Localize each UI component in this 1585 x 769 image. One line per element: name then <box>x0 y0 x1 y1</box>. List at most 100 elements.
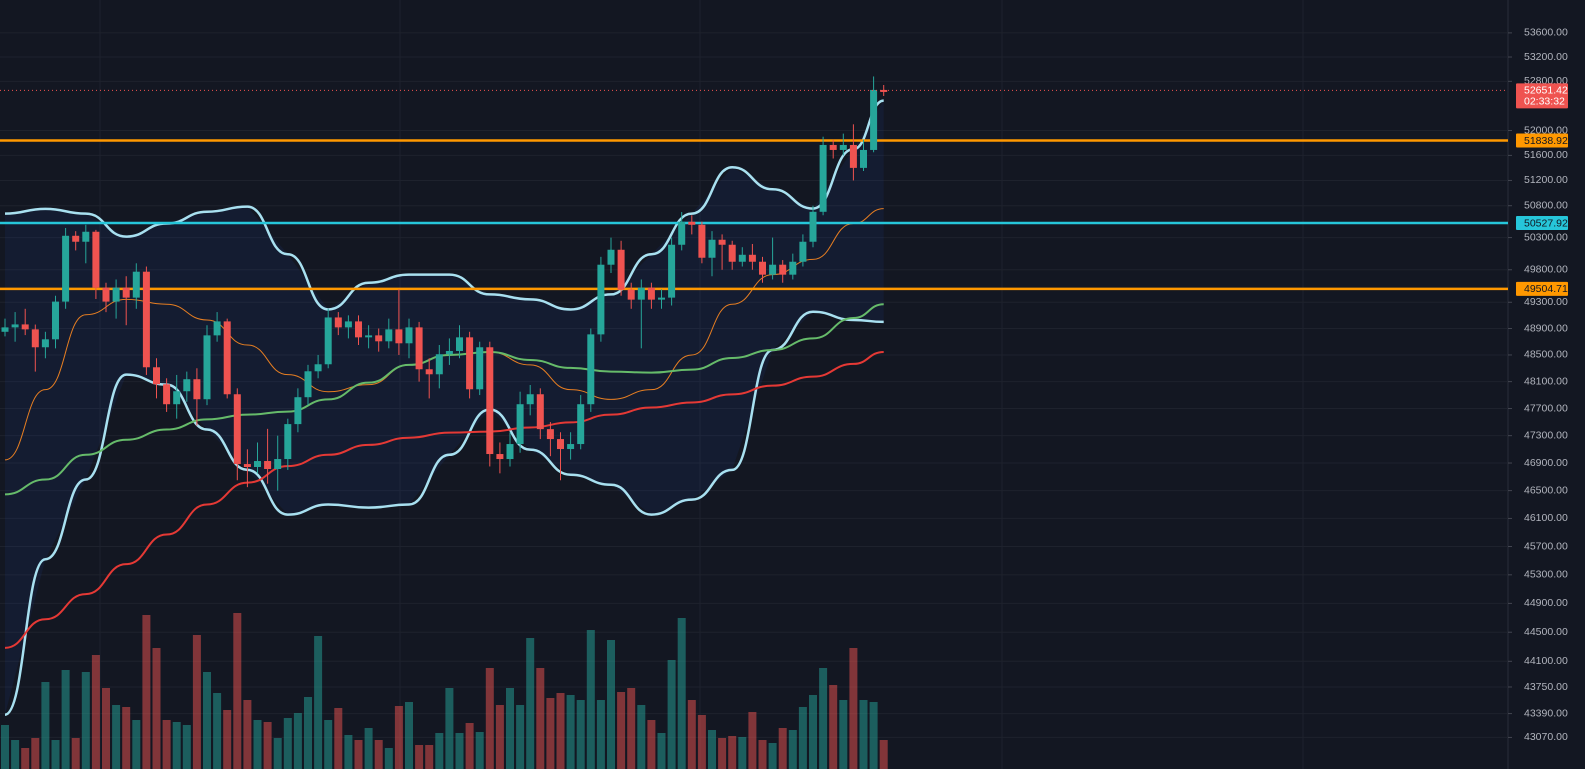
candle-body <box>486 347 494 455</box>
candle-body <box>52 301 59 340</box>
y-tick-label: 43070.00 <box>1524 731 1568 743</box>
candle-body <box>466 337 474 390</box>
candle-body <box>435 354 443 375</box>
candle-body <box>142 271 150 368</box>
volume-bar <box>647 720 656 769</box>
y-tick-label: 44900.00 <box>1524 597 1568 609</box>
volume-bar <box>374 740 383 769</box>
candle-body <box>829 144 837 150</box>
candle-body <box>254 461 261 468</box>
candle-body <box>243 464 251 468</box>
volume-bar <box>304 697 312 769</box>
volume-bar <box>263 722 272 769</box>
volume-bar <box>324 720 333 769</box>
volume-bar <box>819 668 828 769</box>
price-box-label: 51838.92 <box>1524 135 1568 147</box>
volume-bar <box>182 725 191 769</box>
volume-bar <box>213 693 222 769</box>
candle-body <box>597 264 605 335</box>
candle-body <box>284 424 292 460</box>
candle-body <box>11 324 19 328</box>
candle-body <box>607 249 615 265</box>
volume-bar <box>677 618 686 769</box>
candle-body <box>1 327 9 332</box>
volume-bar <box>829 685 838 769</box>
candle-body <box>82 231 90 242</box>
y-tick-label: 49800.00 <box>1524 264 1568 276</box>
y-tick-label: 50300.00 <box>1524 231 1568 243</box>
volume-bar <box>415 745 424 769</box>
countdown-label: 02:33:32 <box>1524 96 1565 108</box>
volume-bar <box>556 693 565 769</box>
candle-body <box>698 224 706 258</box>
candle-body <box>637 287 645 300</box>
volume-bar <box>657 733 666 769</box>
volume-bar <box>203 672 211 769</box>
volume-bar <box>637 705 646 769</box>
price-box <box>1516 216 1568 231</box>
y-tick-label: 50800.00 <box>1524 199 1568 211</box>
y-tick-label: 49300.00 <box>1524 296 1568 308</box>
candle-body <box>728 244 736 262</box>
candle-body <box>496 454 504 460</box>
volume-bar <box>384 748 393 769</box>
volume-bar <box>667 660 676 769</box>
y-tick-label: 46500.00 <box>1524 484 1568 496</box>
volume-bar <box>71 738 80 769</box>
candle-body <box>395 329 403 344</box>
candle-body <box>779 264 787 275</box>
candle-body <box>870 89 878 150</box>
y-tick-label: 46100.00 <box>1524 512 1568 524</box>
y-tick-label: 45300.00 <box>1524 569 1568 581</box>
volume-bar <box>839 700 848 769</box>
candle-body <box>344 321 352 328</box>
candle-body <box>132 271 140 298</box>
volume-bar <box>495 705 504 769</box>
y-tick-label: 47300.00 <box>1524 429 1568 441</box>
candle-body <box>617 249 625 290</box>
candle-body <box>72 235 80 242</box>
price-box <box>1516 281 1568 296</box>
volume-bar <box>718 738 727 769</box>
candle-body <box>789 261 797 275</box>
candle-body <box>223 321 231 395</box>
volume-bar <box>738 737 747 769</box>
candle-body <box>233 394 241 465</box>
candle-body <box>678 221 686 245</box>
candle-body <box>445 350 453 355</box>
volume-bar <box>314 636 323 769</box>
volume-bar <box>758 740 767 769</box>
candle-body <box>658 297 665 300</box>
volume-bar <box>91 655 100 769</box>
y-tick-label: 47700.00 <box>1524 402 1568 414</box>
volume-bar <box>809 695 817 769</box>
volume-bar <box>253 720 262 769</box>
candle-body <box>456 337 463 351</box>
volume-bar <box>11 740 20 769</box>
candle-body <box>748 254 756 262</box>
candle-body <box>546 429 554 440</box>
candle-body <box>294 397 302 425</box>
candle-body <box>102 287 110 302</box>
candle-body <box>375 335 383 342</box>
band-lower <box>4 310 884 716</box>
volume-bar <box>142 615 151 769</box>
candle-body <box>203 335 211 400</box>
candle-body <box>809 211 817 242</box>
volume-bar <box>596 700 605 769</box>
volume-bar <box>152 648 161 769</box>
candle-body <box>31 329 39 348</box>
volume-bar <box>445 688 454 769</box>
candle-body <box>557 439 564 450</box>
candle-body <box>718 239 726 245</box>
volume-bar <box>61 670 70 769</box>
y-tick-label: 53200.00 <box>1524 51 1568 63</box>
candle-body <box>153 367 160 385</box>
volume-bar <box>869 702 878 769</box>
y-tick-label: 48100.00 <box>1524 375 1568 387</box>
y-tick-label: 48900.00 <box>1524 322 1568 334</box>
candle-body <box>183 379 191 392</box>
